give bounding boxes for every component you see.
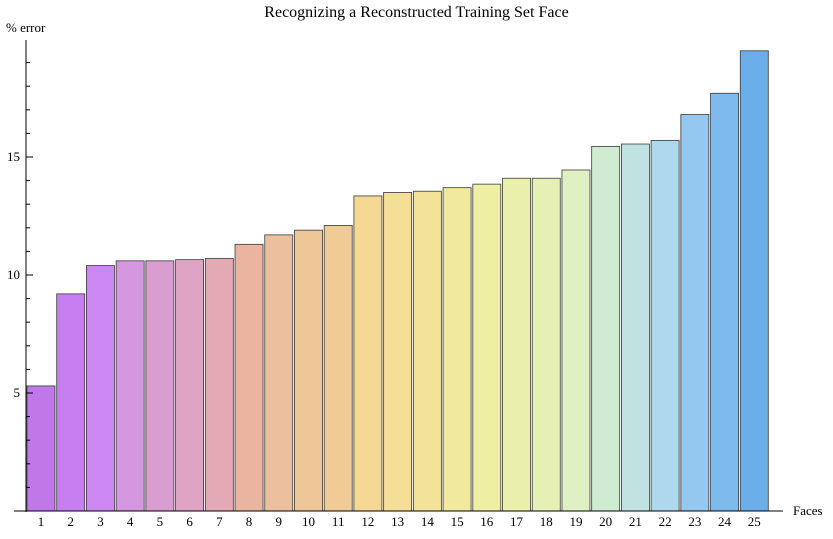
bar-17 <box>502 177 531 512</box>
x-tick-label: 13 <box>391 514 404 529</box>
bar-14 <box>412 190 442 512</box>
x-tick-label: 18 <box>540 514 553 529</box>
bar-13 <box>383 191 413 512</box>
y-tick-label: 15 <box>7 149 20 164</box>
x-tick-label: 14 <box>421 514 435 529</box>
bar-7 <box>204 258 234 512</box>
x-tick-label: 1 <box>38 514 45 529</box>
bar-4 <box>115 260 145 512</box>
bar-9 <box>264 234 294 512</box>
x-tick-label: 19 <box>569 514 582 529</box>
x-tick-label: 20 <box>599 514 612 529</box>
bar-18 <box>531 177 561 512</box>
x-tick-label: 4 <box>127 514 134 529</box>
y-axis-label: % error <box>6 20 46 35</box>
bar-8 <box>234 243 264 512</box>
bar-5 <box>145 260 175 512</box>
x-tick-label: 12 <box>361 514 374 529</box>
bar-3 <box>86 265 115 512</box>
bar-11 <box>323 225 353 512</box>
x-axis-label: Faces <box>793 503 823 518</box>
x-tick-label: 6 <box>186 514 193 529</box>
x-tick-label: 25 <box>748 514 761 529</box>
y-tick-label: 5 <box>14 385 21 400</box>
x-tick-label: 8 <box>246 514 253 529</box>
x-tick-label: 10 <box>302 514 315 529</box>
bar-24 <box>710 92 739 512</box>
bar-19 <box>561 169 591 512</box>
bar-22 <box>650 140 680 512</box>
x-tick-label: 17 <box>510 514 524 529</box>
x-tick-label: 23 <box>688 514 701 529</box>
x-tick-label: 21 <box>629 514 642 529</box>
x-tick-label: 11 <box>332 514 345 529</box>
bar-20 <box>591 145 621 512</box>
bar-2 <box>56 293 86 512</box>
x-tick-label: 16 <box>480 514 494 529</box>
bar-15 <box>442 187 472 512</box>
bar-6 <box>175 259 205 512</box>
x-tick-label: 9 <box>276 514 283 529</box>
bar-1 <box>26 385 56 512</box>
bar-23 <box>680 114 710 512</box>
bar-16 <box>472 183 502 512</box>
bar-21 <box>621 143 650 512</box>
chart-title: Recognizing a Reconstructed Training Set… <box>264 4 569 21</box>
x-tick-label: 5 <box>157 514 164 529</box>
y-tick-label: 10 <box>7 267 20 282</box>
bar-25 <box>739 50 769 512</box>
x-tick-label: 3 <box>97 514 104 529</box>
x-tick-label: 7 <box>216 514 223 529</box>
bar-10 <box>294 229 323 512</box>
x-tick-label: 15 <box>451 514 464 529</box>
bar-12 <box>353 195 383 512</box>
x-tick-label: 2 <box>67 514 74 529</box>
x-tick-label: 24 <box>718 514 732 529</box>
x-tick-label: 22 <box>659 514 672 529</box>
